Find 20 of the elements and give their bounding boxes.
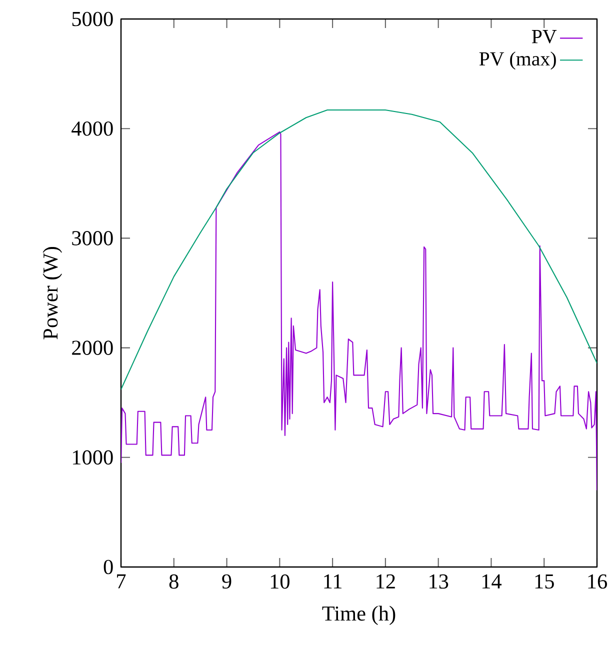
y-tick-label: 2000 — [72, 340, 113, 355]
x-tick-label: 9 — [222, 574, 232, 589]
y-tick-label: 4000 — [72, 121, 113, 136]
y-tick-label: 0 — [104, 560, 113, 574]
x-tick-label: 12 — [376, 574, 395, 588]
y-tick-label: 5000 — [72, 12, 113, 26]
x-tick-label: 14 — [482, 574, 502, 588]
y-axis-title: Power (W) — [42, 247, 62, 340]
y-tick-label: 1000 — [73, 450, 113, 465]
x-tick-label: 10 — [270, 574, 290, 589]
x-tick-label: 11 — [324, 574, 342, 588]
x-tick-label: 7 — [117, 574, 126, 588]
x-tick-label: 16 — [588, 574, 607, 589]
x-tick-label: 8 — [169, 574, 178, 589]
x-tick-label: 13 — [430, 574, 448, 589]
legend-label: PV (max) — [479, 52, 556, 70]
x-axis-title: Time (h) — [322, 606, 396, 626]
legend-label: PV — [532, 30, 557, 44]
y-tick-label: 3000 — [72, 231, 113, 246]
x-tick-label: 15 — [535, 574, 554, 589]
